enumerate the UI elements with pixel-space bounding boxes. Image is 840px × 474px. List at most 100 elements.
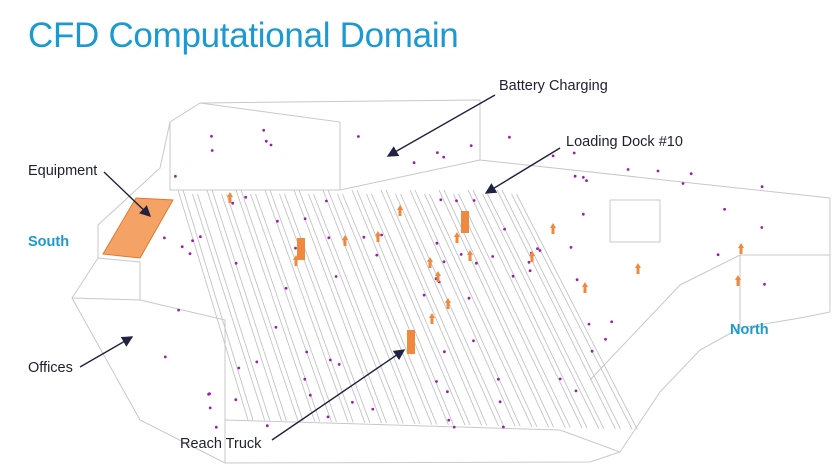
sensor-point xyxy=(231,201,235,205)
sensor-point xyxy=(380,233,383,237)
sensor-point xyxy=(325,199,328,203)
sensor-point xyxy=(574,389,578,393)
sensor-point xyxy=(491,255,495,258)
sensor-point xyxy=(188,252,192,256)
equipment-objects xyxy=(102,192,744,354)
rack-line xyxy=(284,193,371,423)
sensor-point xyxy=(581,212,585,216)
sensor-point xyxy=(177,308,181,312)
sensor-point xyxy=(337,363,341,366)
equipment-arrow xyxy=(103,171,152,217)
rack-line xyxy=(487,193,605,429)
equipment-block xyxy=(102,197,174,259)
sensor-point xyxy=(210,149,214,152)
sensor-point xyxy=(180,245,184,249)
airflow-marker xyxy=(550,223,556,234)
reach-truck-label: Reach Truck xyxy=(180,436,262,452)
sensor-point xyxy=(276,219,279,223)
sensor-point xyxy=(503,227,506,231)
rack-line xyxy=(351,189,449,425)
reach-truck-block xyxy=(297,238,305,260)
airflow-marker xyxy=(529,251,535,262)
rack-line xyxy=(313,193,404,424)
airflow-marker xyxy=(735,275,741,286)
sensor-point xyxy=(585,179,588,183)
airflow-marker xyxy=(738,243,744,254)
sensor-point xyxy=(442,260,446,264)
loading-dock-arrow xyxy=(484,147,561,194)
sensor-point xyxy=(412,161,416,165)
sensor-point xyxy=(475,261,478,265)
sensor-point xyxy=(357,135,360,138)
rack-line xyxy=(240,189,321,422)
rack-line xyxy=(371,193,471,426)
sensor-point xyxy=(422,293,426,297)
loading-dock-label: Loading Dock #10 xyxy=(566,134,683,150)
airflow-marker xyxy=(375,231,381,242)
sensor-point xyxy=(294,246,297,250)
rack-line xyxy=(496,189,616,429)
sensor-point xyxy=(763,282,766,286)
sensor-point xyxy=(371,407,375,411)
battery-charging-label: Battery Charging xyxy=(499,78,608,94)
sensor-point xyxy=(327,236,331,240)
airflow-marker xyxy=(427,257,433,268)
sensor-point xyxy=(569,246,573,249)
sensor-point xyxy=(452,425,456,429)
rack-line xyxy=(429,193,538,427)
sensor-point xyxy=(163,236,166,240)
rack-line xyxy=(255,193,337,423)
rack-line xyxy=(322,189,416,425)
sensor-point xyxy=(447,418,451,422)
rack-line xyxy=(414,189,521,427)
sensor-point xyxy=(716,253,720,257)
rack-line xyxy=(458,193,571,428)
sensor-point xyxy=(626,168,630,171)
sensor-point xyxy=(269,143,273,147)
sensor-point xyxy=(326,415,330,419)
sensor-point xyxy=(511,274,515,278)
rack-line xyxy=(467,189,583,429)
sensor-point xyxy=(436,151,439,155)
page-title: CFD Computational Domain xyxy=(28,16,459,55)
rack-line xyxy=(342,193,438,425)
sensor-point xyxy=(604,337,607,341)
reach-truck-block xyxy=(407,330,415,354)
sensor-point xyxy=(551,154,555,158)
sensor-point xyxy=(558,377,562,381)
airflow-marker xyxy=(467,250,473,261)
airflow-marker xyxy=(435,271,441,282)
rack-line xyxy=(226,193,304,422)
rack-line xyxy=(308,193,399,424)
sensor-point xyxy=(199,235,202,239)
sensor-point xyxy=(303,377,307,381)
north-label: North xyxy=(730,322,769,338)
sensor-point xyxy=(264,139,268,143)
sensor-point xyxy=(455,199,458,203)
rack-line xyxy=(472,189,588,429)
sensor-point xyxy=(208,406,212,410)
sensor-point xyxy=(305,350,309,354)
sensor-point xyxy=(590,349,594,353)
sensor-point xyxy=(581,176,585,179)
sensor-point xyxy=(472,339,475,343)
rack-line xyxy=(366,193,466,426)
sensor-point xyxy=(536,247,539,251)
storage-racks xyxy=(177,189,638,430)
rack-line xyxy=(269,189,354,423)
sensor-point xyxy=(163,355,167,359)
rack-line xyxy=(298,189,388,424)
sensor-point xyxy=(528,269,532,273)
sensor-point xyxy=(502,425,505,429)
sensor-point xyxy=(262,128,266,132)
rack-line xyxy=(221,193,299,422)
sensor-point xyxy=(689,172,693,176)
rack-line xyxy=(511,193,633,430)
sensor-point xyxy=(435,380,438,383)
sensor-point xyxy=(469,144,473,148)
sensor-point xyxy=(472,199,476,202)
sensor-point xyxy=(459,253,463,256)
rack-line xyxy=(293,189,383,424)
airflow-marker xyxy=(293,255,299,266)
sensor-point xyxy=(610,320,614,324)
